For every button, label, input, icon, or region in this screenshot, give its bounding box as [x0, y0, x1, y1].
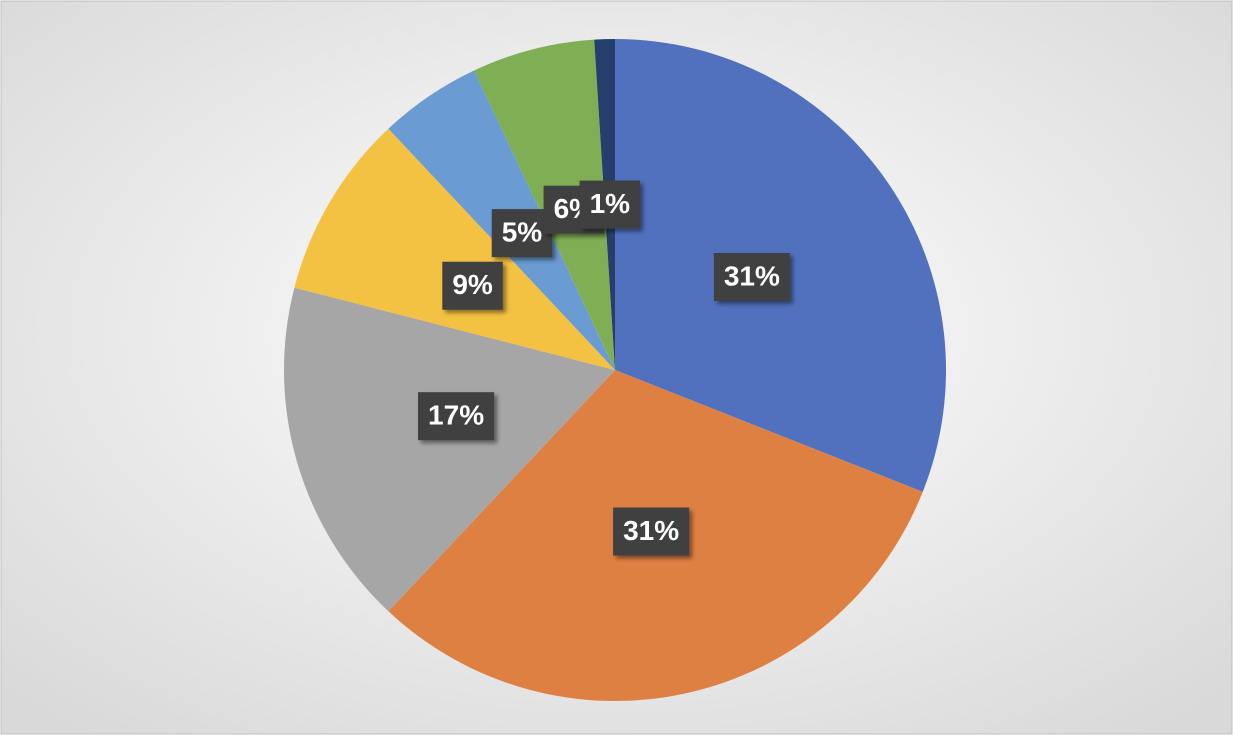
data-label-text: 1% [590, 188, 631, 219]
data-label-box [491, 209, 553, 258]
pie [284, 39, 947, 702]
data-label-box [418, 392, 495, 441]
data-label: 31% [713, 252, 790, 301]
data-label: 31% [613, 507, 690, 556]
data-label-box [579, 180, 641, 229]
data-label: 17% [418, 392, 495, 441]
data-label: 5% [491, 209, 553, 258]
data-label-text: 31% [623, 515, 679, 546]
pie-slice [294, 128, 615, 370]
pie-slice [284, 287, 615, 612]
data-label-box [442, 261, 503, 310]
data-labels: 31%31%17%9%5%6%1% [418, 180, 790, 556]
data-label: 1% [579, 180, 641, 229]
data-label-text: 9% [452, 269, 493, 300]
data-label-box [613, 507, 690, 556]
data-label-box [713, 252, 790, 301]
data-label: 9% [442, 261, 503, 310]
data-label-text: 31% [724, 260, 780, 291]
data-label-text: 5% [502, 217, 543, 248]
data-label-text: 17% [428, 400, 484, 431]
